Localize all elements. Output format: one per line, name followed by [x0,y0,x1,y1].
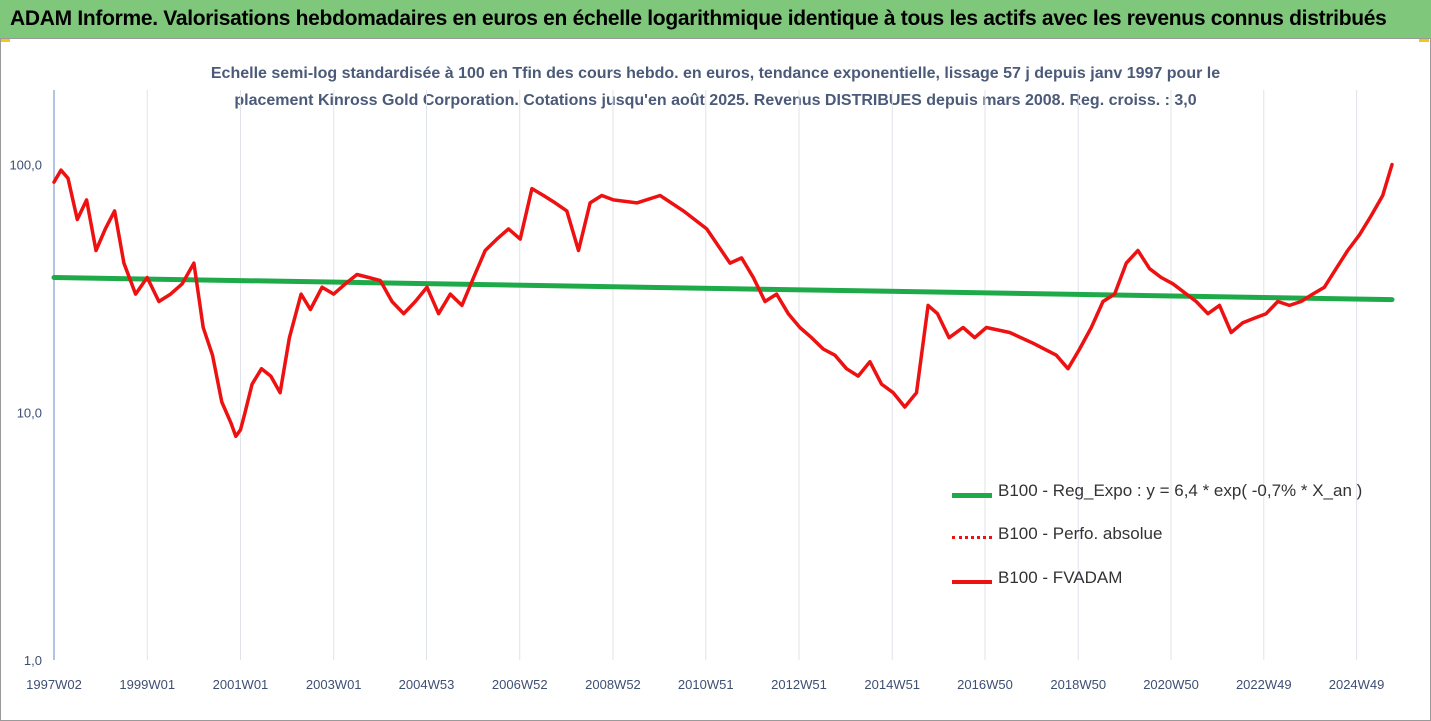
series-line-2 [52,162,1394,439]
corner-marker-left [0,38,10,42]
x-tick-label: 2024W49 [1329,677,1385,692]
x-tick-label: 2016W50 [957,677,1013,692]
series-line-0 [51,275,1395,303]
x-tick-label: 2008W52 [585,677,641,692]
page-title: ADAM Informe. Valorisations hebdomadaire… [10,7,1387,30]
x-tick-label: 1999W01 [119,677,175,692]
x-tick-label: 2022W49 [1236,677,1292,692]
chart-title-line-2: placement Kinross Gold Corporation. Cota… [234,92,1197,109]
legend-label-reg-expo: B100 - Reg_Expo : y = 6,4 * exp( -0,7% *… [998,481,1363,500]
x-tick-label: 2001W01 [213,677,269,692]
x-tick-label: 2020W50 [1143,677,1199,692]
x-tick-label: 2006W52 [492,677,548,692]
corner-marker-right [1419,38,1429,42]
x-tick-label: 2014W51 [864,677,920,692]
x-tick-label: 2012W51 [771,677,827,692]
legend-label-fvadam: B100 - FVADAM [998,568,1123,587]
x-tick-label: 2010W51 [678,677,734,692]
y-tick-label: 1,0 [24,653,42,668]
y-tick-label: 10,0 [17,405,42,420]
x-tick-label: 2004W53 [399,677,455,692]
x-tick-label: 1997W02 [26,677,82,692]
legend-swatch-fvadam [952,580,992,584]
legend-swatch-reg-expo [952,493,992,498]
chart-title-line-1: Echelle semi-log standardisée à 100 en T… [210,65,1221,82]
x-tick-label: 2018W50 [1050,677,1106,692]
legend-swatch-perfo-absolue [952,536,992,539]
x-tick-label: 2003W01 [306,677,362,692]
header-banner: ADAM Informe. Valorisations hebdomadaire… [0,0,1431,39]
y-tick-label: 100,0 [9,158,42,173]
legend-label-perfo-absolue: B100 - Perfo. absolue [998,524,1163,543]
